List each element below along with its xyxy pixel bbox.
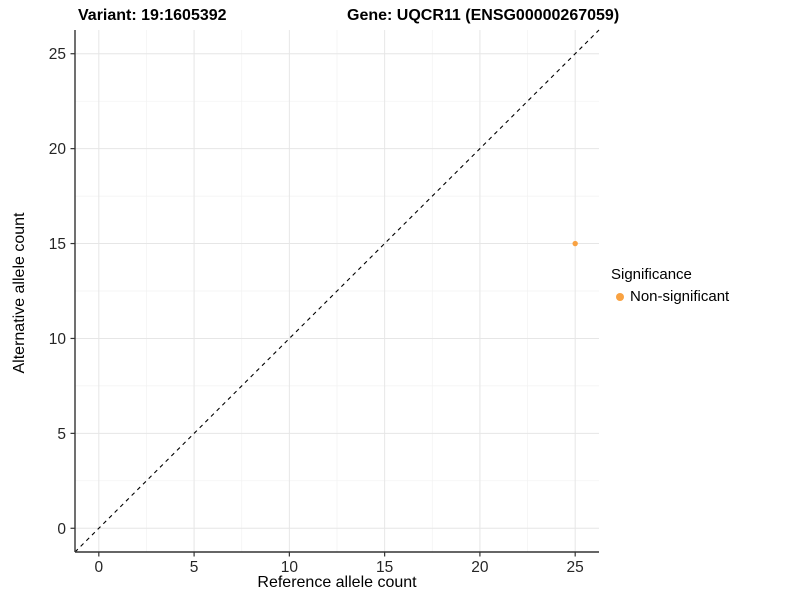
- y-tick-label: 5: [57, 426, 66, 443]
- plot-title-variant: Variant: 19:1605392: [78, 7, 227, 24]
- x-tick-label: 20: [471, 559, 489, 576]
- legend: Significance Non-significant: [611, 266, 729, 305]
- x-tick-label: 10: [281, 559, 299, 576]
- x-tick-label: 25: [567, 559, 584, 576]
- legend-items: Non-significant: [611, 288, 729, 305]
- x-tick-label: 15: [376, 559, 393, 576]
- legend-key-dot-icon: [616, 292, 624, 301]
- data-point: [572, 240, 578, 247]
- x-axis-title: Reference allele count: [257, 574, 417, 591]
- x-tick-label: 5: [190, 559, 199, 576]
- y-tick-label: 0: [57, 521, 66, 538]
- legend-item-label: Non-significant: [630, 288, 730, 305]
- x-tick-label: 0: [95, 559, 104, 576]
- plot-title-gene: Gene: UQCR11 (ENSG00000267059): [347, 7, 620, 24]
- y-tick-label: 10: [49, 331, 67, 348]
- y-tick-label: 15: [49, 236, 66, 253]
- legend-item: Non-significant: [616, 288, 729, 305]
- legend-title: Significance: [611, 266, 692, 283]
- y-tick-label: 25: [49, 46, 66, 63]
- identity-dashed-line: [74, 29, 600, 553]
- y-axis-title: Alternative allele count: [11, 212, 28, 374]
- y-tick-label: 20: [49, 141, 67, 158]
